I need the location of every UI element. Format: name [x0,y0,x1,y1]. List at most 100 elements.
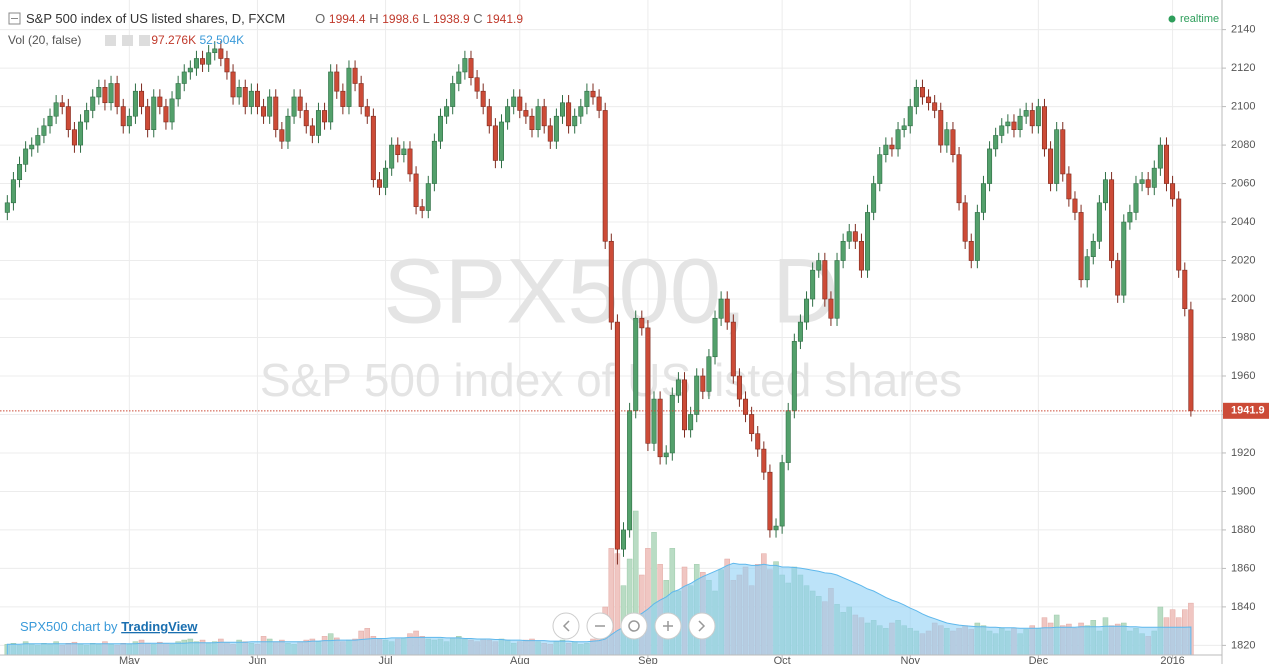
candle-body [291,96,297,117]
candle-body [114,83,120,107]
candle-body [413,173,419,207]
candle-body [1182,269,1188,309]
candle-body [139,90,145,107]
y-tick-label: 2080 [1231,139,1255,151]
legend-main: S&P 500 index of US listed shares, D, FX… [26,11,523,26]
candle-body [322,110,328,123]
candle-body [108,83,114,104]
ohlc-value: 1998.6 [382,12,419,26]
y-tick-label: 2140 [1231,24,1255,36]
credit-link[interactable]: TradingView [121,619,198,634]
legend-title: S&P 500 index of US listed shares, D, FX… [26,11,285,26]
candle-body [498,121,504,161]
candle-body [218,48,224,59]
candle-body [1121,221,1127,296]
candle-body [852,231,858,242]
candle-body [938,110,944,146]
candle-body [608,240,614,323]
candle-body [175,83,181,100]
candle-body [535,106,541,130]
candle-body [944,129,950,146]
candle-body [370,115,376,181]
candle-body [730,321,736,377]
candle-body [810,269,816,300]
candle-body [10,179,16,204]
candle-body [206,52,212,65]
ohlc-label: L [423,11,430,26]
volume-name: Vol (20, false) [8,33,81,47]
candle-body [706,356,712,392]
candle-body [242,87,248,107]
candle-body [1109,179,1115,261]
y-tick-label: 1980 [1231,331,1255,343]
volume-ma-area [6,562,1192,656]
ohlc-value: 1938.9 [433,12,470,26]
remove-button[interactable] [139,35,150,46]
candle-body [584,90,590,107]
candle-body [389,144,395,169]
candle-body [816,260,822,271]
scroll-left-button[interactable] [552,612,580,640]
candle-body [1054,129,1060,184]
candle-body [1102,179,1108,204]
candle-body [1060,129,1066,175]
candle-body [791,341,797,411]
candle-body [553,115,559,142]
candle-body [596,96,602,111]
candle-body [669,394,675,454]
last-price-label: 1941.9 [1231,405,1265,417]
candle-body [145,106,151,130]
candle-body [407,148,413,175]
settings-button[interactable] [122,35,133,46]
candle-body [743,398,749,415]
candle-body [1084,256,1090,281]
grid-layer [0,0,1222,655]
candle-body [919,87,925,98]
candle-body [761,448,767,473]
candle-body [694,375,700,415]
reset-icon [628,620,640,632]
candle-body [212,48,218,54]
y-tick-label: 1840 [1231,601,1255,613]
reset-button[interactable] [620,612,648,640]
candle-body [602,110,608,242]
x-tick-label: May [119,655,140,664]
candle-body [224,58,230,73]
y-tick-label: 1920 [1231,447,1255,459]
candle-body [181,71,187,84]
candle-body [29,144,35,150]
collapse-button[interactable] [8,12,21,25]
candle-body [1170,183,1176,200]
y-tick-label: 1900 [1231,485,1255,497]
y-tick-label: 1820 [1231,639,1255,651]
candle-body [480,90,486,107]
candle-body [230,71,236,98]
eye-button[interactable] [105,35,116,46]
x-tick-label: Jun [249,655,267,664]
candle-body [90,96,96,111]
candle-body [621,529,627,550]
x-tick-label: Dec [1029,655,1049,664]
candle-body [578,106,584,117]
candle-body [346,67,352,107]
candle-body [840,240,846,261]
candle-body [486,106,492,127]
candle-body [907,106,913,127]
candle-body [505,106,511,123]
scroll-right-button[interactable] [688,612,716,640]
candle-body [71,129,77,146]
candle-body [627,410,633,531]
candle-body [358,83,364,107]
candle-body [962,202,968,242]
candle-body [157,96,163,107]
candle-body [639,317,645,329]
candle-body [828,298,834,319]
candle-body [688,414,694,431]
candle-body [700,375,706,392]
candle-body [41,125,47,136]
candle-body [285,115,291,142]
candle-body [804,298,810,323]
candle-body [968,240,974,261]
candle-body [956,154,962,204]
